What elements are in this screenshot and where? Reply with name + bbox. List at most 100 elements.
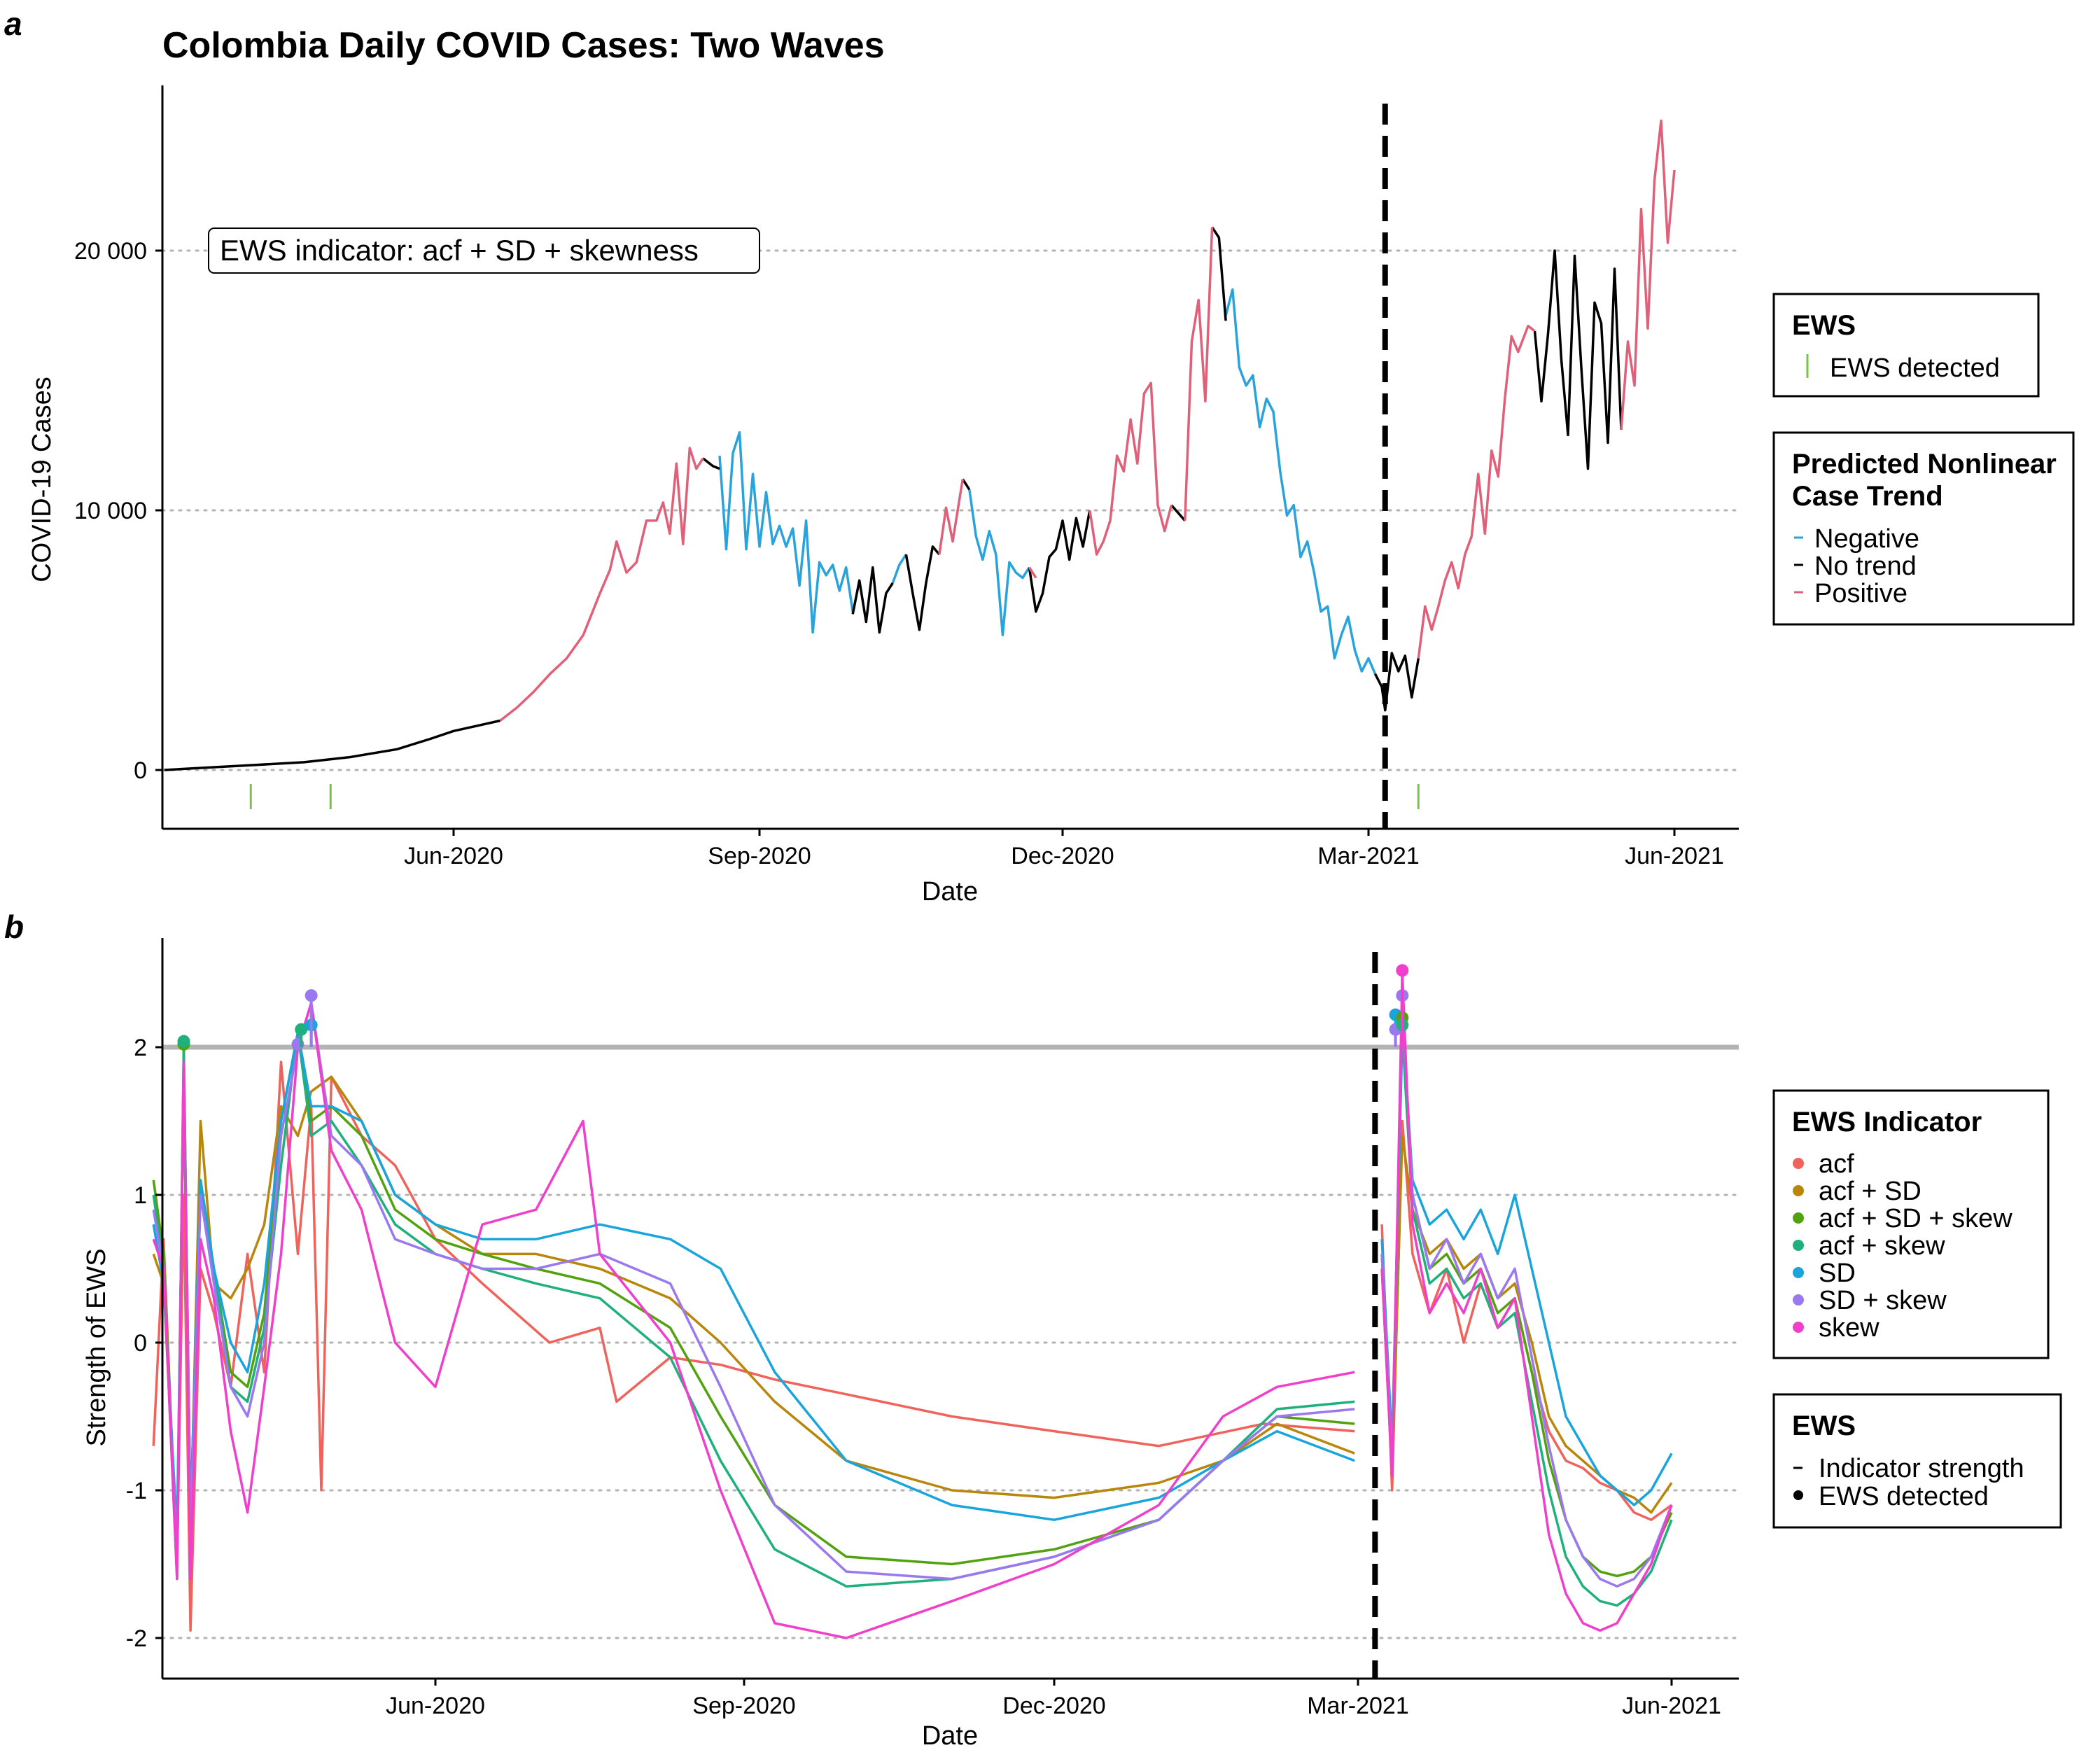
a-legend-negative-label: Negative (1814, 524, 1919, 554)
b-ews-point (1396, 964, 1409, 977)
b-ews-point (177, 1035, 190, 1048)
b-gridlines (161, 1044, 1740, 1639)
a-legend-ews: EWS EWS detected (1772, 293, 2040, 398)
a-legend-trend-title-2: Case Trend (1792, 481, 1943, 512)
a-series-no-trend (1170, 504, 1186, 522)
b-x-tick-label: Dec-2020 (1002, 1693, 1105, 1719)
a-x-tick-label: Sep-2020 (708, 843, 811, 869)
panel-a-letter: a (4, 6, 22, 42)
b-legend-label: acf + SD + skew (1819, 1204, 2012, 1233)
b-legend-key (1793, 1212, 1804, 1224)
b-legend-ews: EWS Indicator strength EWS detected (1772, 1393, 2062, 1529)
b-series-skew (1380, 972, 1673, 1632)
a-series-positive (499, 447, 704, 722)
a-legend-trend-title-1: Predicted Nonlinear (1792, 449, 2057, 479)
a-series-no-trend (851, 566, 894, 634)
b-legend-detected-key (1793, 1490, 1803, 1500)
a-series-negative (718, 430, 854, 634)
a-ews-ticks (249, 784, 1420, 809)
a-series-no-trend (1533, 249, 1623, 470)
a-x-tick-label: Jun-2020 (404, 843, 503, 869)
b-series-acf-sd (1380, 1134, 1673, 1514)
a-gridlines (161, 249, 1740, 771)
b-x-tick-label: Mar-2021 (1307, 1693, 1409, 1719)
b-series-skew (152, 1001, 1355, 1639)
a-legend-trend: Predicted Nonlinear Case Trend Negative … (1772, 431, 2075, 626)
a-x-tick-label: Dec-2020 (1011, 843, 1114, 869)
b-ews-point (304, 989, 318, 1002)
panel-b: b -2 -1 0 1 2 Jun-2020 Sep-2020 Dec-2020 Mar-202… (4, 909, 2062, 1750)
b-legend-key (1793, 1322, 1804, 1333)
b-ews-point (295, 1023, 308, 1036)
b-series-acf-skew (152, 1031, 1355, 1588)
a-case-lines (164, 119, 1676, 771)
b-y-tick-label: 2 (134, 1035, 147, 1061)
a-y-axis-title: COVID-19 Cases (27, 377, 57, 582)
b-axes: -2 -1 0 1 2 Jun-2020 Sep-2020 Dec-2020 Mar-2021 J… (126, 938, 1739, 1719)
panel-a: a Colombia Daily COVID Cases: Two Waves … (4, 6, 2075, 906)
a-series-negative (1224, 288, 1377, 675)
a-series-no-trend (961, 478, 971, 491)
a-x-tick-label: Mar-2021 (1317, 843, 1420, 869)
a-legend-ews-label: EWS detected (1830, 354, 2000, 383)
a-series-no-trend (1028, 510, 1091, 613)
b-legend-indicator-title: EWS Indicator (1792, 1107, 1982, 1138)
a-x-axis-title: Date (922, 877, 978, 906)
b-x-tick-label: Sep-2020 (692, 1693, 795, 1719)
b-y-tick-label: -1 (126, 1478, 147, 1504)
a-legend-positive-label: Positive (1814, 579, 1907, 608)
a-series-positive (1184, 227, 1214, 521)
b-series-acf-skew (1380, 1031, 1673, 1607)
b-legend-detected-label: EWS detected (1819, 1482, 1989, 1511)
annotation-box (208, 227, 760, 274)
b-legend-ews-title: EWS (1792, 1410, 1856, 1441)
b-legend-key (1793, 1267, 1804, 1278)
b-x-tick-label: Jun-2020 (386, 1693, 485, 1719)
b-series-acf-sd (152, 1075, 1355, 1551)
b-legend-label: acf + SD (1819, 1177, 1921, 1206)
b-legend-strength-label: Indicator strength (1819, 1454, 2024, 1483)
b-legend-label: skew (1819, 1313, 1879, 1343)
b-y-tick-label: 0 (134, 1330, 147, 1357)
b-series-sd-skew (152, 1001, 1355, 1581)
a-legend-notrend-label: No trend (1814, 552, 1917, 581)
b-y-tick-label: 1 (134, 1182, 147, 1209)
b-legend-label: acf + skew (1819, 1231, 1945, 1261)
a-series-positive (1417, 324, 1536, 659)
b-y-tick-label: -2 (126, 1625, 147, 1652)
a-axes: 0 10 000 20 000 Jun-2020 Sep-2020 Dec-2020 Mar… (74, 85, 1739, 869)
a-series-positive (1620, 119, 1676, 430)
annotation-text: EWS indicator: acf + SD + skewness (220, 234, 699, 267)
a-series-negative (968, 489, 1030, 636)
b-legend-key (1793, 1294, 1804, 1306)
b-legend-indicator-box (1772, 1089, 2050, 1359)
a-series-no-trend (1211, 226, 1227, 321)
b-legend-ews-box (1772, 1393, 2062, 1529)
a-series-negative (891, 554, 907, 584)
a-series-no-trend (904, 545, 941, 631)
a-x-tick-label: Jun-2021 (1625, 843, 1724, 869)
b-x-tick-label: Jun-2021 (1622, 1693, 1721, 1719)
chart-title: Colombia Daily COVID Cases: Two Waves (162, 25, 885, 66)
b-legend-label: SD + skew (1819, 1286, 1947, 1315)
a-series-no-trend (1373, 652, 1420, 712)
a-series-positive (938, 479, 965, 555)
b-x-axis-title: Date (922, 1721, 978, 1750)
a-legend-ews-title: EWS (1792, 310, 1856, 341)
b-legend-key (1793, 1158, 1804, 1169)
a-y-tick-label: 0 (134, 757, 147, 784)
b-indicator-lines (152, 972, 1673, 1639)
b-legend-key (1793, 1240, 1804, 1251)
a-legend-trend-box (1772, 431, 2075, 626)
a-series-no-trend (702, 457, 720, 470)
a-legend-ews-box (1772, 293, 2040, 398)
a-y-tick-label: 20 000 (74, 238, 147, 265)
a-series-positive (1088, 382, 1173, 556)
b-legend-key (1793, 1185, 1804, 1196)
panel-b-letter: b (4, 909, 24, 945)
b-ews-points (177, 964, 1409, 1051)
b-legend-label: SD (1819, 1259, 1856, 1288)
